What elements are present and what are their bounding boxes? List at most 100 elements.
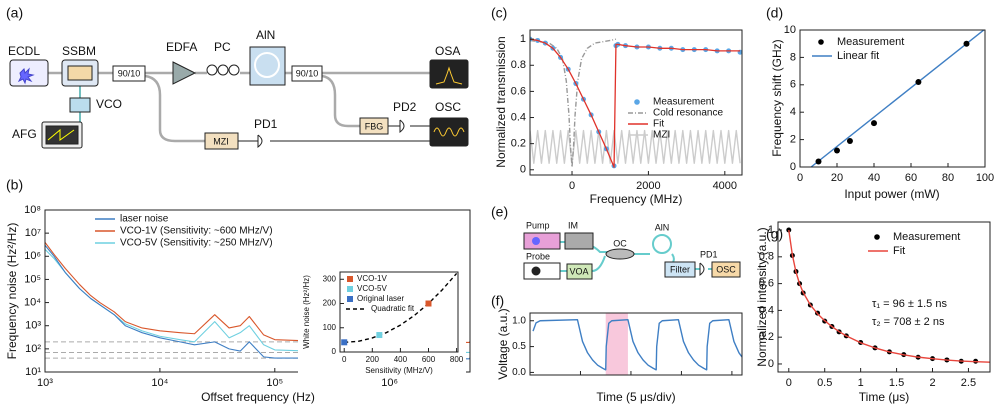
marker xyxy=(786,227,792,233)
component-label: AlN xyxy=(655,222,670,232)
x-tick-label: 0.5 xyxy=(817,377,832,389)
component-label: VCO xyxy=(96,97,122,111)
y-tick-label: 1 xyxy=(768,224,774,236)
chart: 10³ 10⁴ 10⁵ 10⁶ 10¹ 10² 10³ 10⁴ 10⁵ 10⁶ 10⁷ 10⁸ Offs… xyxy=(5,204,471,404)
x-axis-label: Sensitivity (MHz/V) xyxy=(365,366,433,375)
y-tick-label: 10³ xyxy=(25,320,41,332)
component-label: AlN xyxy=(256,28,275,42)
y-tick-label: 10⁴ xyxy=(24,296,41,308)
legend-marker xyxy=(818,39,824,45)
component-label: VOA xyxy=(569,266,588,276)
component-label: OSA xyxy=(435,44,460,58)
y-tick-label: 1.0 xyxy=(512,315,526,326)
component-label: PD1 xyxy=(254,117,278,131)
component-label: OC xyxy=(613,238,627,248)
chart: 0 20 40 60 80 100 0 2 4 6 8 10 Input power (mW) Frequ… xyxy=(770,24,994,201)
y-tick-label: 0.8 xyxy=(511,59,526,71)
y-tick-label: 4 xyxy=(790,106,796,118)
osc-box xyxy=(429,117,469,147)
diagram-a xyxy=(48,71,430,143)
series-line xyxy=(530,38,741,168)
coupler xyxy=(291,65,323,82)
series-line xyxy=(45,244,470,360)
x-tick-label: 600 xyxy=(422,355,436,364)
legend-label: Fit xyxy=(653,119,664,130)
component-label: PD2 xyxy=(393,100,417,114)
series-line xyxy=(344,272,458,343)
component-label: IM xyxy=(568,220,578,230)
series-line xyxy=(532,319,742,371)
x-tick-label: 10⁴ xyxy=(151,377,168,389)
x-axis-label: Input power (mW) xyxy=(844,187,939,201)
legend-marker xyxy=(347,296,353,302)
marker xyxy=(834,147,840,154)
y-tick-label: 0.4 xyxy=(511,111,526,123)
x-axis-label: Offset frequency (Hz) xyxy=(201,390,315,404)
y-tick-label: 0.4 xyxy=(759,304,774,316)
component-label: PC xyxy=(214,40,231,54)
y-tick-label: 100 xyxy=(323,323,337,332)
marker xyxy=(915,79,922,86)
x-tick-label: 100 xyxy=(976,172,994,184)
panel-label: (e) xyxy=(491,204,508,220)
component-label: SSBM xyxy=(62,44,96,58)
x-tick-label: 1.5 xyxy=(889,377,904,389)
x-tick-label: 1 xyxy=(858,377,864,389)
diagram-e xyxy=(523,232,741,280)
y-tick-label: 0.8 xyxy=(759,251,774,263)
x-tick-label: 400 xyxy=(394,355,408,364)
laser-icon xyxy=(532,237,540,245)
y-tick-label: 6 xyxy=(790,79,796,91)
ecdl-box xyxy=(9,59,49,87)
afg-screen xyxy=(45,125,79,145)
y-tick-label: 300 xyxy=(323,274,337,283)
plot-frame xyxy=(777,221,991,373)
fbg-box xyxy=(359,117,389,135)
diagram-a-parts xyxy=(9,46,469,150)
marker xyxy=(815,158,822,165)
x-tick-label: 10³ xyxy=(37,377,53,389)
plot-frame xyxy=(529,312,743,376)
marker xyxy=(963,40,970,47)
plot-frame xyxy=(44,209,471,373)
series-line xyxy=(810,30,985,167)
component-label: MZI xyxy=(213,136,229,146)
component-label: OSC xyxy=(435,100,461,114)
y-tick-label: 10⁵ xyxy=(24,273,41,285)
component-label: AFG xyxy=(12,127,37,141)
legend-label: Quadratic fit xyxy=(371,304,415,313)
pd-icon xyxy=(699,262,705,277)
y-tick-label: 0.5 xyxy=(512,341,526,352)
osa-trace xyxy=(435,66,463,85)
legend-marker xyxy=(874,234,880,240)
x-tick-label: 40 xyxy=(868,172,880,184)
y-axis-label: Normalized intensity (a.u.) xyxy=(755,227,769,366)
y-tick-label: 0.2 xyxy=(759,331,774,343)
x-tick-label: 200 xyxy=(366,355,380,364)
oc-icon xyxy=(605,248,635,260)
mzi-box xyxy=(204,132,239,150)
x-tick-label: 800 xyxy=(450,355,464,364)
y-tick-label: 0.0 xyxy=(512,367,526,378)
osc-trace xyxy=(433,127,465,137)
marker xyxy=(846,137,853,144)
y-tick-label: 10⁶ xyxy=(24,250,41,262)
wire xyxy=(238,125,430,142)
legend-label: Measurement xyxy=(893,231,960,243)
y-tick-label: 0 xyxy=(332,347,337,356)
legend-label: Measurement xyxy=(837,36,904,48)
series-line xyxy=(788,229,990,363)
y-tick-label: 10⁷ xyxy=(25,227,41,239)
marker xyxy=(341,339,348,346)
pump-box xyxy=(523,232,561,250)
legend-marker xyxy=(347,286,353,292)
marker xyxy=(376,332,383,339)
chart: 0 200 400 600 800 0 100 200 300 Sensitivity (MHz/… xyxy=(298,262,466,376)
y-tick-label: 0 xyxy=(768,358,774,370)
chart: 0.0 0.5 1.0 Time (5 μs/div) Voltage (a.u.) xyxy=(496,308,743,404)
x-tick-label: 2 xyxy=(929,377,935,389)
y-tick-label: 10 xyxy=(784,24,796,36)
y-axis-label: Frequency noise (Hz²/Hz) xyxy=(5,223,19,360)
legend-label: MZI xyxy=(653,130,670,141)
